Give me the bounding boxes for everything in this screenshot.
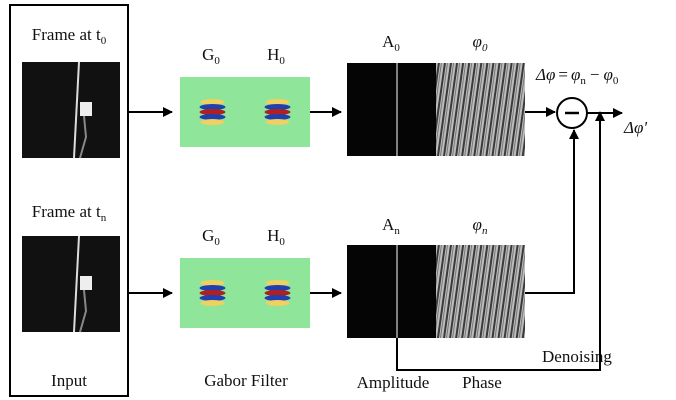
result-label: Δφ' <box>623 118 647 137</box>
text-part: 0 <box>482 42 488 54</box>
text-part: n <box>101 212 107 224</box>
text-part: φ <box>473 32 482 51</box>
text-part: φ <box>473 215 482 234</box>
denoising-label: Denoising <box>542 347 612 366</box>
text-part: φ <box>571 65 580 84</box>
output-image <box>346 244 526 339</box>
text-part: A <box>382 32 395 51</box>
filter-label: G0 <box>202 45 220 67</box>
frame-label: Frame at t0 <box>32 25 107 47</box>
frame-image <box>21 235 121 333</box>
text-part: n <box>394 225 400 237</box>
text-part: − <box>590 65 600 84</box>
text-part: G <box>202 226 214 245</box>
filter-image <box>180 77 245 147</box>
text-part: 0 <box>279 236 285 248</box>
text-part: Δφ <box>535 65 555 84</box>
amp-label: A0 <box>382 32 400 54</box>
text-part: Frame at t <box>32 202 101 221</box>
filter-image <box>180 258 245 328</box>
output-image <box>346 62 526 157</box>
phase-caption: Phase <box>462 373 502 392</box>
filter-label: H0 <box>267 45 285 67</box>
phase-label: φ0 <box>473 32 488 54</box>
filter-label: G0 <box>202 226 220 248</box>
text-part: 0 <box>613 75 619 87</box>
text-part: φ <box>603 65 612 84</box>
text-part: 0 <box>101 35 107 47</box>
text-part: 0 <box>214 236 220 248</box>
text-part: G <box>202 45 214 64</box>
text-part: Frame at t <box>32 25 101 44</box>
frame-label: Frame at tn <box>32 202 107 224</box>
phase-label: φn <box>473 215 488 237</box>
filter-image <box>245 77 310 147</box>
arrows <box>128 107 623 371</box>
text-part: 0 <box>279 55 285 67</box>
text-part: H <box>267 45 279 64</box>
text-part: A <box>382 215 395 234</box>
text-part: n <box>482 225 488 237</box>
text-part: 0 <box>214 55 220 67</box>
filter-label: H0 <box>267 226 285 248</box>
input-box <box>9 4 129 397</box>
filter-image <box>245 258 310 328</box>
frame-image <box>21 61 121 159</box>
text-part: H <box>267 226 279 245</box>
text-part: = <box>558 65 568 84</box>
input-label: Input <box>51 371 87 390</box>
text-part: 0 <box>394 42 400 54</box>
amplitude-label: Amplitude <box>357 373 430 392</box>
text-part: n <box>580 75 586 87</box>
equation: Δφ = φn − φ0 <box>535 65 619 87</box>
gabor-label: Gabor Filter <box>204 371 288 390</box>
amp-label: An <box>382 215 400 237</box>
